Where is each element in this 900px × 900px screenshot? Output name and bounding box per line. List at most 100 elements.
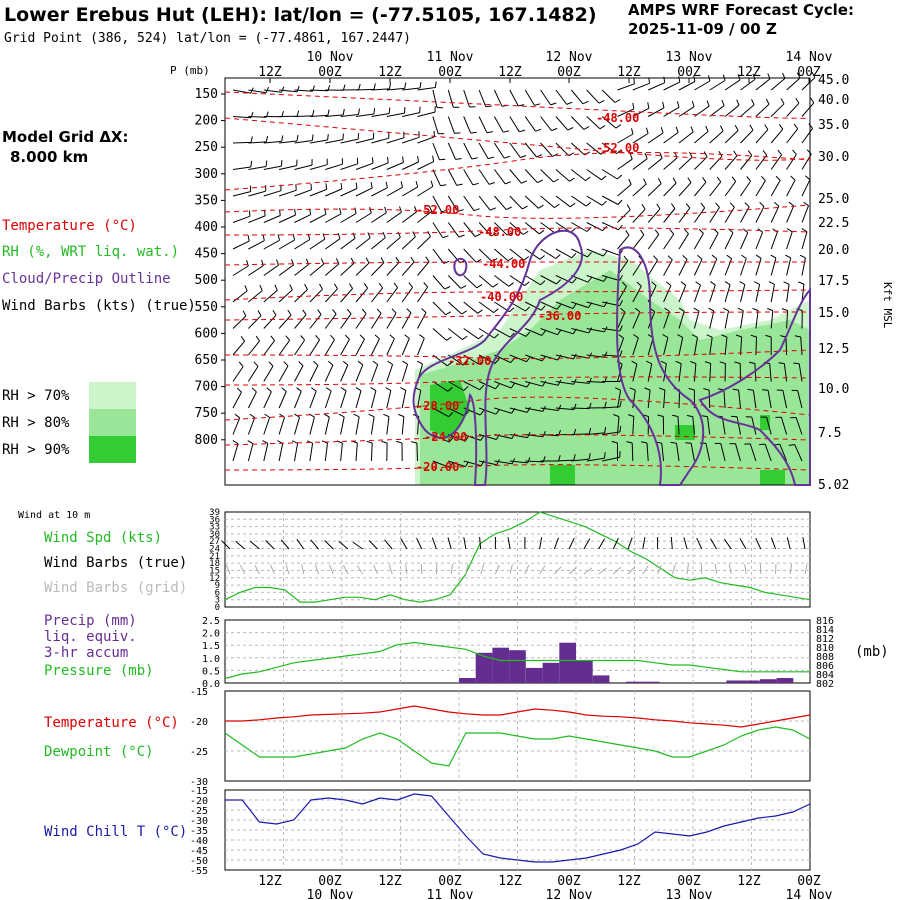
xs-wind-barb (386, 261, 400, 276)
xs-wind-barb-flag (604, 452, 606, 459)
xs-wind-barb (617, 158, 633, 170)
xs-wind-barb (617, 133, 634, 144)
true-wind-barb (338, 540, 349, 550)
xs-wind-barb (632, 337, 639, 356)
xs-wind-barb (724, 232, 734, 250)
xs-wind-barb (632, 285, 642, 303)
wind-tick-label: 39 (209, 508, 220, 518)
xs-wind-barb-flag (366, 440, 373, 444)
true-wind-barb (235, 540, 246, 550)
xs-wind-barb-flag (721, 334, 728, 338)
xs-wind-barb-flag (697, 254, 703, 260)
xs-wind-barb-flag (645, 127, 649, 134)
xs-wind-barb-flag (618, 334, 624, 339)
grid-wind-barb (612, 566, 622, 575)
xs-wind-barb-flag (525, 306, 531, 312)
xs-wind-barb (340, 443, 343, 462)
xs-wind-barb-flag (478, 334, 484, 340)
xs-wind-barb-flag (667, 255, 673, 261)
xs-wind-barb (540, 407, 559, 411)
pressure-tick-label: 750 (195, 406, 218, 421)
xs-wind-barb (355, 338, 365, 356)
xs-wind-barb (647, 82, 665, 91)
xs-wind-barb (232, 191, 251, 197)
xs-wind-barb (795, 417, 803, 435)
xs-wind-barb (707, 416, 711, 435)
xs-wind-barb-flag (616, 149, 622, 154)
xs-wind-barb-flag (721, 99, 725, 106)
xs-wind-barb-flag (659, 152, 663, 159)
xs-wind-barb (278, 391, 287, 409)
xs-wind-barb-flag (449, 462, 454, 468)
xs-wind-barb-flag (317, 309, 322, 315)
xs-wind-barb-flag (461, 310, 467, 315)
xs-wind-barb-flag (604, 401, 607, 408)
xs-wind-barb (248, 89, 267, 94)
xs-wind-barb (232, 391, 242, 409)
xs-wind-barb-flag (572, 303, 577, 309)
pressure-tick-label: 806 (816, 661, 834, 672)
xs-wind-barb (478, 142, 489, 159)
xs-wind-barb-flag (734, 124, 739, 131)
xs-wind-barb-flag (586, 226, 592, 232)
xs-wind-barb (371, 212, 387, 223)
precip-tick-label: 1.5 (202, 641, 220, 652)
top-time-tick: 00Z (557, 65, 581, 80)
xs-wind-barb (617, 416, 620, 435)
xs-wind-barb (740, 155, 753, 170)
xs-wind-barb (524, 142, 537, 158)
xs-wind-barb (278, 314, 292, 329)
pressure-tick-label: 700 (195, 380, 218, 395)
xs-wind-barb (724, 258, 733, 276)
xs-wind-barb-flag (340, 182, 343, 190)
xs-wind-barb-flag (662, 334, 669, 338)
xs-wind-barb-flag (388, 107, 391, 114)
xs-wind-barb (417, 186, 434, 197)
xs-wind-barb (632, 183, 647, 197)
xs-wind-barb-flag (569, 202, 576, 208)
xs-wind-barb (401, 236, 416, 250)
bottom-date-label: 11 Nov (427, 888, 474, 900)
xs-wind-barb-flag (703, 151, 708, 158)
xs-wind-barb-flag (369, 207, 372, 214)
xs-wind-barb (478, 195, 491, 211)
xs-wind-barb (647, 234, 660, 250)
xs-wind-barb (705, 443, 711, 462)
xs-wind-barb (232, 265, 249, 276)
xs-wind-barb-flag (748, 361, 756, 364)
xs-wind-barb (263, 190, 282, 197)
xs-wind-barb-flag (475, 258, 482, 263)
legend-rh90: RH > 90% (2, 442, 70, 458)
xs-wind-barb-flag (458, 234, 465, 238)
xs-wind-barb-flag (479, 409, 485, 416)
xs-wind-barb-flag (373, 107, 376, 115)
xs-wind-barb-flag (762, 150, 768, 156)
top-date-label: 10 Nov (307, 50, 354, 65)
xs-wind-barb-flag (654, 229, 660, 235)
xs-wind-barb (370, 442, 373, 462)
xs-wind-barb-flag (792, 149, 797, 155)
xs-wind-barb-flag (320, 258, 325, 265)
model-grid-label: Model Grid ΔX: (2, 128, 129, 146)
xs-wind-barb-flag (716, 176, 722, 183)
xs-wind-barb (740, 78, 756, 91)
xs-wind-barb (401, 287, 414, 303)
xs-wind-barb (632, 234, 645, 250)
xs-wind-barb-flag (764, 124, 769, 130)
xs-wind-barb-flag (639, 229, 645, 236)
xs-wind-barb (324, 416, 330, 435)
xs-wind-barb (370, 313, 382, 329)
xs-wind-barb-flag (455, 158, 462, 160)
xs-wind-barb (417, 111, 436, 117)
xs-wind-barb-flag (493, 333, 500, 339)
xs-wind-barb-flag (244, 285, 248, 292)
xs-wind-barb-flag (374, 334, 380, 340)
xs-wind-barb-flag (432, 155, 435, 162)
xs-wind-barb-flag (558, 455, 561, 462)
legend-cloud-outline: Cloud/Precip Outline (2, 271, 171, 287)
xs-wind-barb (755, 129, 769, 144)
xs-wind-barb (309, 416, 315, 435)
xs-wind-barb (586, 169, 602, 181)
xs-wind-barb (340, 114, 359, 117)
xs-wind-barb (278, 165, 297, 170)
